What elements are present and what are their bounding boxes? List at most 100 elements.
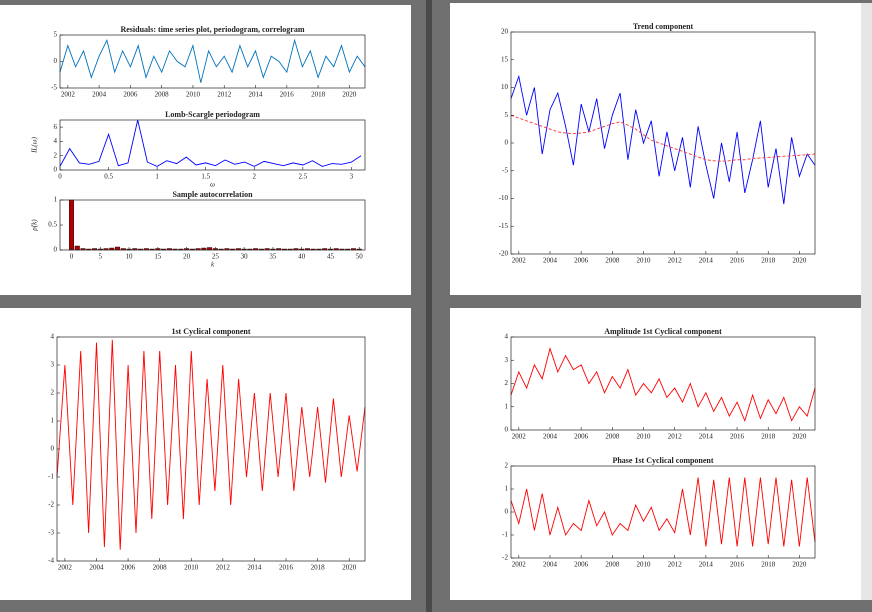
x-tick-label: 2016 xyxy=(730,433,745,441)
x-tick-label: 2.5 xyxy=(298,173,307,181)
chart-title: Phase 1st Cyclical component xyxy=(612,456,713,465)
x-tick-label: 2002 xyxy=(58,564,73,572)
y-axis-label: IL(ω) xyxy=(31,136,39,153)
x-tick-label: 2006 xyxy=(123,91,138,99)
x-tick-label: 2002 xyxy=(512,433,527,441)
window-edge xyxy=(861,3,872,600)
x-tick-label: 2020 xyxy=(792,561,807,569)
x-tick-label: 25 xyxy=(212,253,220,261)
x-tick-label: 2002 xyxy=(512,257,527,265)
x-tick-label: 2006 xyxy=(574,561,589,569)
x-tick-label: 30 xyxy=(241,253,249,261)
series-line xyxy=(510,347,816,423)
y-tick-label: -2 xyxy=(48,501,54,509)
x-tick-label: 10 xyxy=(126,253,134,261)
x-tick-label: 0 xyxy=(58,173,62,181)
divider xyxy=(426,0,432,612)
figure-window xyxy=(0,5,411,295)
x-tick-label: 2014 xyxy=(249,91,264,99)
y-tick-label: 20 xyxy=(501,28,509,36)
x-tick-label: 2018 xyxy=(761,561,776,569)
y-tick-label: 4 xyxy=(51,333,55,341)
y-tick-label: -3 xyxy=(48,529,54,537)
chart-title: 1st Cyclical component xyxy=(171,327,250,336)
x-tick-label: 2020 xyxy=(342,91,357,99)
y-tick-label: -5 xyxy=(502,166,508,174)
y-tick-label: 1 xyxy=(51,417,55,425)
x-tick-label: 50 xyxy=(356,253,364,261)
x-tick-label: 2012 xyxy=(668,257,683,265)
x-tick-label: 2008 xyxy=(605,257,620,265)
x-tick-label: 3 xyxy=(350,173,354,181)
y-tick-label: -20 xyxy=(499,250,509,258)
x-tick-label: 2004 xyxy=(543,561,558,569)
x-tick-label: 2002 xyxy=(512,561,527,569)
x-tick-label: 0 xyxy=(70,253,74,261)
chart-title: Trend component xyxy=(633,22,694,31)
series-line xyxy=(56,339,366,550)
x-tick-label: 2010 xyxy=(637,561,652,569)
x-tick-label: 40 xyxy=(298,253,306,261)
y-tick-label: -1 xyxy=(48,473,54,481)
x-tick-label: 5 xyxy=(99,253,103,261)
y-tick-label: 0 xyxy=(505,508,509,516)
x-tick-label: 2018 xyxy=(311,91,326,99)
series-line xyxy=(59,38,366,83)
x-tick-label: 2014 xyxy=(699,257,714,265)
x-tick-label: 2016 xyxy=(730,257,745,265)
bar xyxy=(69,199,75,251)
bar xyxy=(74,245,80,251)
chart-title: Sample autocorrelation xyxy=(172,190,253,199)
x-tick-label: 2010 xyxy=(637,433,652,441)
figure-window xyxy=(450,308,861,600)
x-tick-label: 2004 xyxy=(543,257,558,265)
x-tick-label: 2012 xyxy=(668,561,683,569)
x-tick-label: 0.5 xyxy=(104,173,113,181)
y-tick-label: 4 xyxy=(54,137,58,145)
y-tick-label: -1 xyxy=(502,531,508,539)
x-tick-label: 2020 xyxy=(792,433,807,441)
x-tick-label: 2020 xyxy=(342,564,357,572)
y-tick-label: 1 xyxy=(505,402,509,410)
y-tick-label: 0 xyxy=(54,57,58,65)
chart-title: Amplitude 1st Cyclical component xyxy=(604,327,722,336)
y-tick-label: -15 xyxy=(499,222,509,230)
x-tick-label: 20 xyxy=(183,253,191,261)
series-line xyxy=(510,114,816,162)
y-tick-label: 3 xyxy=(51,361,55,369)
x-tick-label: 2010 xyxy=(184,564,199,572)
x-tick-label: 2010 xyxy=(186,91,201,99)
x-tick-label: 2016 xyxy=(280,91,295,99)
y-tick-label: 2 xyxy=(505,379,509,387)
y-tick-label: -10 xyxy=(499,194,509,202)
series-line xyxy=(59,119,362,167)
x-tick-label: 2018 xyxy=(761,257,776,265)
y-tick-label: 0 xyxy=(54,246,58,254)
chart-title: Residuals: time series plot, periodogram… xyxy=(120,25,304,34)
y-tick-label: 2 xyxy=(51,389,55,397)
x-tick-label: 15 xyxy=(154,253,162,261)
y-tick-label: -2 xyxy=(502,554,508,562)
bar xyxy=(207,247,213,251)
x-tick-label: 2002 xyxy=(61,91,76,99)
series-line xyxy=(510,74,816,205)
x-tick-label: 2012 xyxy=(668,433,683,441)
x-tick-label: 2012 xyxy=(216,564,231,572)
bar xyxy=(115,246,121,251)
x-tick-label: 2004 xyxy=(89,564,104,572)
x-tick-label: 2020 xyxy=(792,257,807,265)
x-tick-label: 2004 xyxy=(92,91,107,99)
x-tick-label: 2016 xyxy=(730,561,745,569)
x-tick-label: 2008 xyxy=(155,91,170,99)
y-tick-label: 0.5 xyxy=(48,221,57,229)
x-tick-label: 2018 xyxy=(311,564,326,572)
x-tick-label: 2006 xyxy=(574,433,589,441)
y-tick-label: 0 xyxy=(54,166,58,174)
chart-title: Lomb-Scargle periodogram xyxy=(165,110,260,119)
y-tick-label: 0 xyxy=(51,445,55,453)
x-tick-label: 2010 xyxy=(637,257,652,265)
x-axis-label: ω xyxy=(210,181,215,189)
y-tick-label: 0 xyxy=(505,139,509,147)
x-tick-label: 2008 xyxy=(605,433,620,441)
